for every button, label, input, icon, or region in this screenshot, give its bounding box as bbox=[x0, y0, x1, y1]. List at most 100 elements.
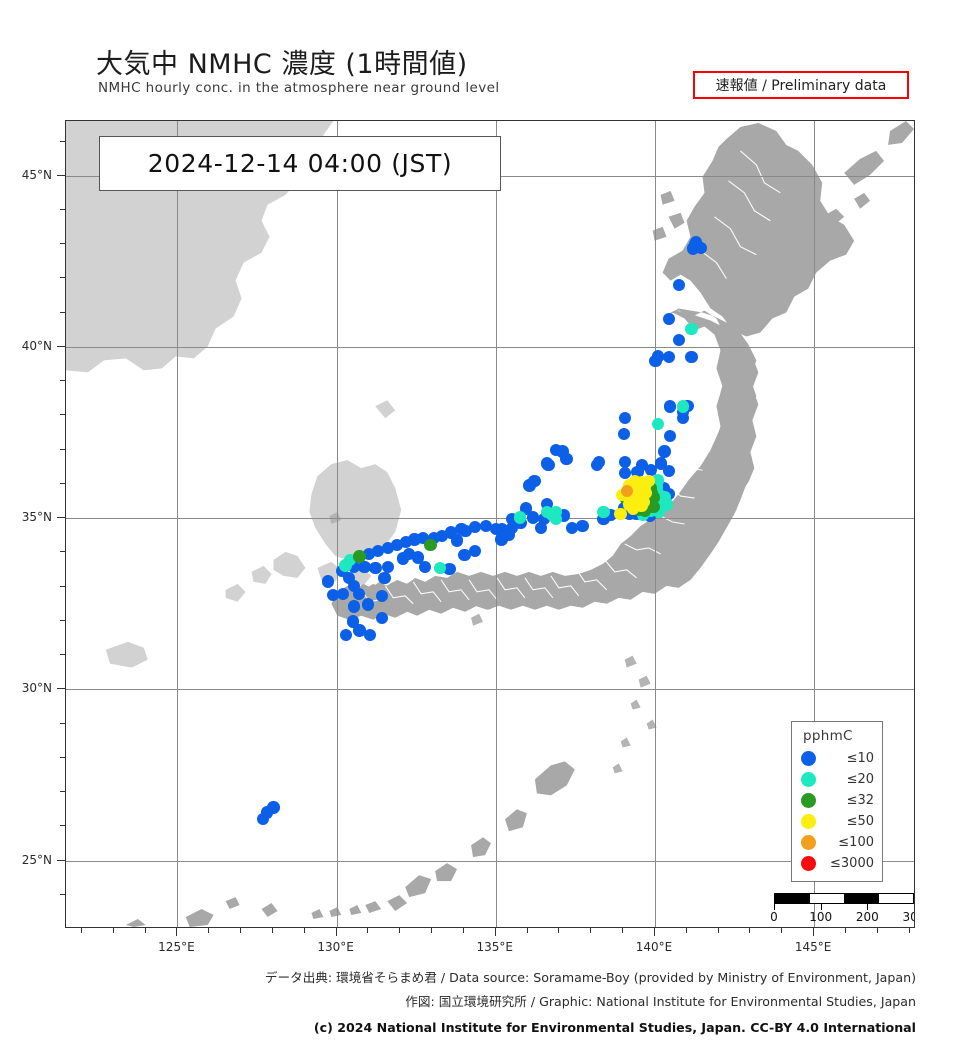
graticule-meridian-145 bbox=[814, 121, 816, 927]
graticule-parallel-40 bbox=[66, 347, 914, 348]
x-axis-minor-tick bbox=[112, 928, 114, 933]
y-axis-minor-tick bbox=[60, 619, 65, 621]
station-point bbox=[353, 624, 366, 637]
station-point bbox=[375, 590, 388, 603]
station-point bbox=[541, 505, 554, 519]
station-point bbox=[339, 559, 352, 572]
x-axis-minor-tick bbox=[303, 928, 305, 933]
station-point bbox=[676, 400, 690, 413]
legend-swatch-5 bbox=[801, 834, 816, 850]
station-point bbox=[663, 464, 676, 478]
y-axis-major-tick bbox=[57, 688, 65, 690]
y-axis-major-tick bbox=[57, 517, 65, 519]
station-point bbox=[644, 464, 658, 477]
station-point bbox=[614, 507, 627, 521]
y-axis-label: 45°N bbox=[21, 167, 52, 182]
y-axis-label: 30°N bbox=[21, 681, 52, 696]
station-point bbox=[590, 458, 604, 472]
station-point bbox=[664, 400, 677, 413]
station-point bbox=[556, 445, 569, 458]
station-point bbox=[347, 600, 361, 613]
station-point bbox=[687, 242, 700, 255]
scale-label: 300 bbox=[902, 910, 914, 924]
station-point bbox=[450, 534, 464, 547]
scale-label: 200 bbox=[855, 910, 879, 924]
y-axis-major-tick bbox=[57, 345, 65, 347]
legend-label: ≤100 bbox=[838, 834, 874, 850]
x-axis-minor-tick bbox=[558, 928, 560, 933]
x-axis-minor-tick bbox=[685, 928, 687, 933]
x-axis-major-tick bbox=[813, 928, 815, 936]
station-point bbox=[339, 629, 353, 642]
station-point bbox=[352, 588, 366, 601]
graticule-parallel-25 bbox=[66, 860, 914, 862]
legend-label: ≤50 bbox=[846, 813, 874, 829]
station-point bbox=[495, 533, 508, 546]
x-axis-label: 145°E bbox=[794, 940, 832, 954]
scale-segment-4 bbox=[879, 894, 914, 903]
x-axis-minor-tick bbox=[908, 928, 910, 933]
station-point bbox=[576, 519, 589, 532]
station-point bbox=[363, 629, 377, 642]
japan-landmass bbox=[331, 121, 914, 620]
y-axis-minor-tick bbox=[60, 482, 65, 484]
y-axis-minor-tick bbox=[60, 585, 65, 587]
x-axis-label: 140°E bbox=[635, 940, 673, 954]
station-point bbox=[378, 571, 391, 585]
graticule-parallel-30 bbox=[66, 689, 914, 691]
station-point bbox=[618, 412, 631, 425]
station-point bbox=[618, 455, 631, 468]
x-axis-major-tick bbox=[176, 928, 178, 936]
y-axis-major-tick bbox=[57, 859, 65, 861]
y-axis-minor-tick bbox=[60, 448, 65, 450]
graticule-meridian-130 bbox=[336, 121, 338, 927]
legend-row: ≤32 bbox=[799, 790, 875, 810]
legend-row: ≤100 bbox=[799, 832, 875, 852]
footer-copyright: (c) 2024 National Institute for Environm… bbox=[313, 1020, 916, 1035]
station-point bbox=[361, 598, 374, 611]
station-point bbox=[676, 411, 690, 424]
x-axis-minor-tick bbox=[717, 928, 719, 933]
station-point bbox=[382, 542, 395, 555]
station-point bbox=[651, 417, 665, 431]
x-axis-minor-tick bbox=[240, 928, 242, 933]
x-axis-minor-tick bbox=[876, 928, 878, 933]
y-axis-label: 35°N bbox=[21, 510, 52, 525]
legend-label: ≤32 bbox=[846, 792, 874, 808]
x-axis-major-tick bbox=[335, 928, 337, 936]
legend-box: pphmC ≤10 ≤20 ≤32 ≤50 ≤100 ≤3000 bbox=[791, 721, 883, 882]
station-point bbox=[267, 801, 280, 814]
station-point bbox=[527, 511, 540, 524]
station-point bbox=[597, 505, 610, 519]
y-axis-minor-tick bbox=[60, 722, 65, 724]
x-axis-minor-tick bbox=[781, 928, 783, 933]
y-axis-major-tick bbox=[57, 174, 65, 176]
station-point bbox=[663, 312, 676, 326]
station-point bbox=[458, 548, 471, 562]
legend-row: ≤20 bbox=[799, 769, 875, 789]
x-axis-major-tick bbox=[653, 928, 655, 936]
station-point bbox=[649, 354, 662, 367]
legend-swatch-4 bbox=[801, 813, 816, 829]
station-point bbox=[672, 333, 685, 347]
station-point bbox=[336, 588, 350, 601]
japan-honshu-detail bbox=[349, 308, 757, 610]
station-point bbox=[663, 429, 677, 443]
x-axis-minor-tick bbox=[526, 928, 528, 933]
x-axis-label: 130°E bbox=[317, 940, 354, 954]
y-axis-minor-tick bbox=[60, 756, 65, 758]
station-point bbox=[663, 351, 676, 364]
station-point bbox=[513, 511, 527, 524]
legend-title: pphmC bbox=[803, 728, 853, 744]
station-point bbox=[620, 484, 634, 497]
map-plot-area[interactable]: 2024-12-14 04:00 (JST) pphmC ≤10 ≤20 ≤32 ≤5… bbox=[65, 120, 915, 928]
station-point bbox=[369, 561, 382, 574]
legend-row: ≤10 bbox=[799, 748, 875, 768]
x-axis-minor-tick bbox=[208, 928, 210, 933]
scale-segment-1 bbox=[775, 894, 810, 903]
scale-label: 100 bbox=[809, 910, 833, 924]
graticule-meridian-125 bbox=[177, 121, 179, 927]
station-point bbox=[321, 575, 334, 588]
scale-bar-segments bbox=[774, 893, 914, 904]
y-axis-minor-tick bbox=[60, 140, 65, 142]
